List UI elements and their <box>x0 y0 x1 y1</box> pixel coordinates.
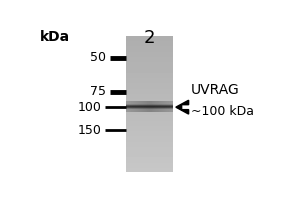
Text: 2: 2 <box>143 29 155 47</box>
Text: UVRAG: UVRAG <box>191 83 240 97</box>
FancyArrow shape <box>176 100 189 114</box>
Text: 75: 75 <box>90 85 106 98</box>
Text: 150: 150 <box>78 124 101 137</box>
Text: 100: 100 <box>78 101 101 114</box>
Text: kDa: kDa <box>40 30 70 44</box>
Text: ~100 kDa: ~100 kDa <box>191 105 254 118</box>
Text: 50: 50 <box>90 51 106 64</box>
